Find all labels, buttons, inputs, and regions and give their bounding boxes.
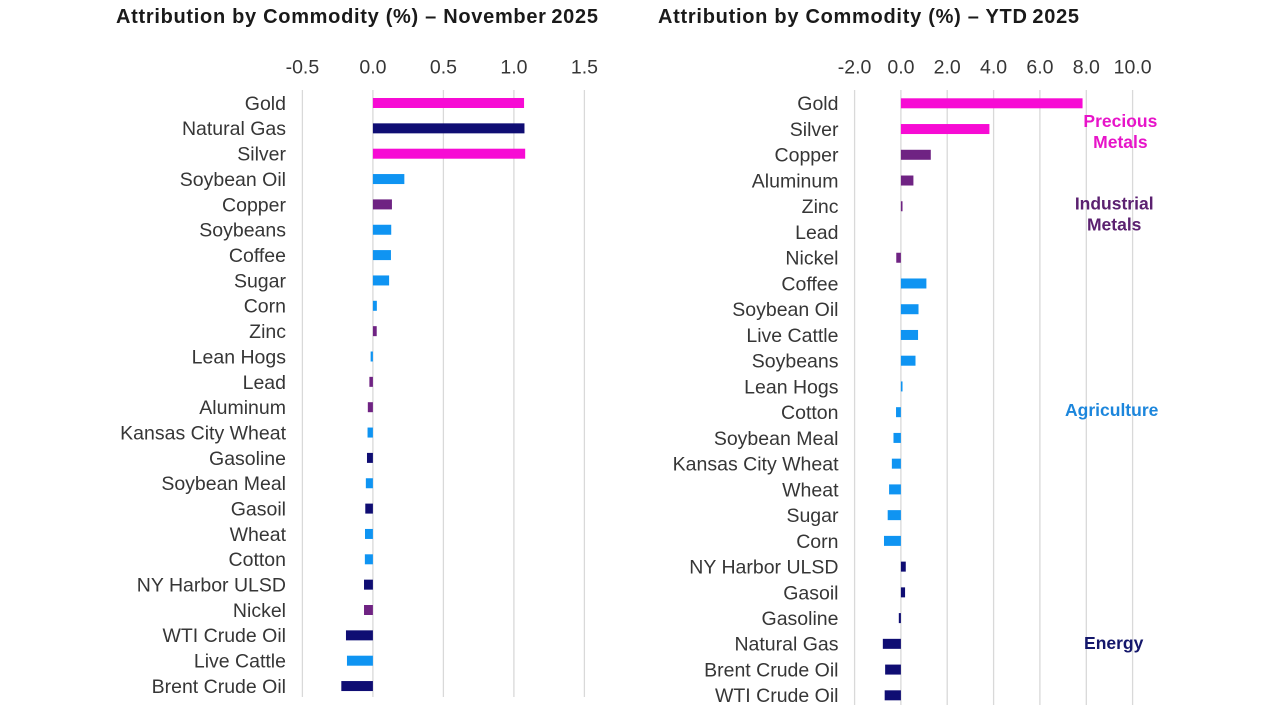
- svg-text:Coffee: Coffee: [781, 273, 838, 295]
- svg-text:2.0: 2.0: [934, 57, 961, 79]
- svg-text:Lead: Lead: [243, 372, 286, 394]
- svg-text:Metals: Metals: [1087, 215, 1142, 235]
- svg-text:6.0: 6.0: [1026, 57, 1053, 79]
- svg-text:Kansas City Wheat: Kansas City Wheat: [120, 422, 286, 444]
- svg-text:Lean Hogs: Lean Hogs: [192, 346, 287, 368]
- svg-text:Live Cattle: Live Cattle: [746, 325, 838, 347]
- svg-text:Lean Hogs: Lean Hogs: [744, 376, 839, 398]
- svg-text:Gold: Gold: [797, 93, 838, 115]
- svg-text:-0.5: -0.5: [286, 57, 320, 79]
- svg-text:Natural Gas: Natural Gas: [734, 634, 838, 656]
- svg-text:Corn: Corn: [796, 531, 838, 553]
- svg-text:Wheat: Wheat: [230, 524, 287, 546]
- svg-text:Silver: Silver: [237, 144, 286, 166]
- svg-text:Gasoline: Gasoline: [762, 608, 839, 630]
- svg-text:Corn: Corn: [244, 296, 286, 318]
- svg-text:Copper: Copper: [775, 145, 839, 167]
- svg-text:Wheat: Wheat: [782, 479, 839, 501]
- svg-text:Brent Crude Oil: Brent Crude Oil: [152, 676, 286, 698]
- svg-text:Zinc: Zinc: [802, 196, 839, 218]
- svg-text:Aluminum: Aluminum: [199, 397, 286, 419]
- svg-text:Live Cattle: Live Cattle: [194, 651, 286, 673]
- svg-text:4.0: 4.0: [980, 57, 1007, 79]
- svg-text:Soybean Meal: Soybean Meal: [714, 428, 839, 450]
- svg-text:Coffee: Coffee: [229, 245, 286, 267]
- svg-text:-2.0: -2.0: [838, 57, 872, 79]
- svg-text:Sugar: Sugar: [786, 505, 839, 527]
- svg-text:Copper: Copper: [222, 194, 286, 216]
- svg-text:Attribution by Commodity (%) –: Attribution by Commodity (%) – November …: [116, 6, 599, 28]
- svg-text:Zinc: Zinc: [249, 321, 286, 343]
- svg-text:Gasoil: Gasoil: [783, 582, 838, 604]
- svg-text:Industrial: Industrial: [1075, 193, 1154, 213]
- svg-text:Lead: Lead: [795, 222, 838, 244]
- svg-text:Silver: Silver: [790, 119, 839, 141]
- svg-text:NY Harbor ULSD: NY Harbor ULSD: [137, 575, 286, 597]
- svg-text:1.5: 1.5: [571, 57, 598, 79]
- svg-text:8.0: 8.0: [1073, 57, 1100, 79]
- svg-text:Soybeans: Soybeans: [199, 220, 286, 242]
- svg-text:Natural Gas: Natural Gas: [182, 118, 286, 140]
- svg-text:Agriculture: Agriculture: [1065, 400, 1159, 420]
- svg-text:10.0: 10.0: [1114, 57, 1152, 79]
- svg-text:Precious: Precious: [1083, 111, 1157, 131]
- svg-text:Gasoline: Gasoline: [209, 448, 286, 470]
- svg-text:Soybeans: Soybeans: [752, 351, 839, 373]
- svg-text:1.0: 1.0: [500, 57, 527, 79]
- svg-text:0.0: 0.0: [359, 57, 386, 79]
- svg-text:Soybean Meal: Soybean Meal: [161, 473, 286, 495]
- svg-text:0.0: 0.0: [887, 57, 914, 79]
- svg-text:Metals: Metals: [1093, 132, 1148, 152]
- svg-text:0.5: 0.5: [430, 57, 457, 79]
- svg-text:WTI Crude Oil: WTI Crude Oil: [162, 625, 286, 647]
- svg-text:Cotton: Cotton: [229, 549, 286, 571]
- svg-text:NY Harbor ULSD: NY Harbor ULSD: [689, 557, 838, 579]
- svg-text:Brent Crude Oil: Brent Crude Oil: [704, 660, 838, 682]
- svg-text:Soybean Oil: Soybean Oil: [732, 299, 838, 321]
- svg-text:Nickel: Nickel: [233, 600, 286, 622]
- svg-text:Nickel: Nickel: [785, 248, 838, 270]
- svg-text:Aluminum: Aluminum: [752, 170, 839, 192]
- svg-text:Sugar: Sugar: [234, 270, 287, 292]
- svg-text:WTI Crude Oil: WTI Crude Oil: [715, 685, 839, 707]
- svg-text:Gasoil: Gasoil: [231, 499, 286, 521]
- svg-text:Energy: Energy: [1084, 633, 1144, 653]
- svg-text:Kansas City Wheat: Kansas City Wheat: [673, 454, 839, 476]
- svg-text:Attribution by Commodity (%) –: Attribution by Commodity (%) – YTD 2025: [658, 6, 1080, 28]
- svg-text:Soybean Oil: Soybean Oil: [180, 169, 286, 191]
- svg-text:Gold: Gold: [245, 93, 286, 115]
- svg-text:Cotton: Cotton: [781, 402, 838, 424]
